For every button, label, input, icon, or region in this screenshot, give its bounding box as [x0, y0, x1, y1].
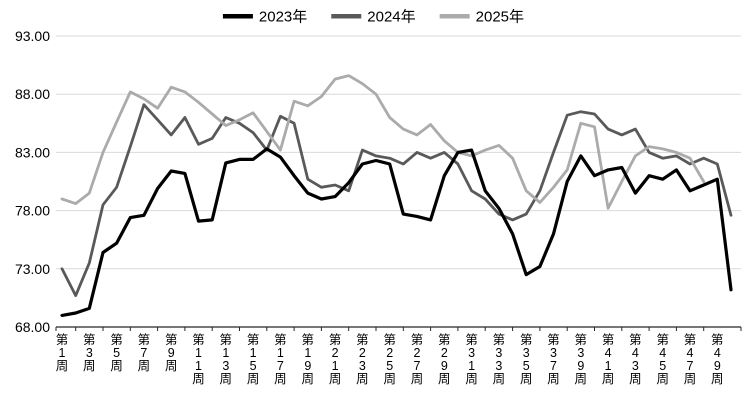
series-line-2023 — [60, 147, 733, 317]
legend-swatch — [331, 14, 362, 19]
legend-item-2024: 2024年 — [331, 9, 416, 26]
legend-label: 2025年 — [476, 9, 524, 26]
y-tick-label: 88.00 — [15, 86, 50, 102]
legend-label: 2023年 — [259, 9, 307, 26]
chart-legend: 2023年 2024年 2025年 — [222, 9, 524, 26]
y-tick-label: 73.00 — [15, 261, 50, 277]
y-tick-label: 93.00 — [15, 28, 50, 44]
y-tick-label: 68.00 — [15, 319, 50, 335]
legend-swatch — [222, 14, 253, 19]
legend-item-2025: 2025年 — [439, 9, 524, 26]
series-line-2025 — [60, 74, 706, 210]
series-line-2024 — [60, 103, 733, 297]
legend-item-2023: 2023年 — [222, 9, 307, 26]
y-tick-label: 78.00 — [15, 203, 50, 219]
y-tick-label: 83.00 — [15, 144, 50, 160]
legend-swatch — [439, 14, 470, 19]
legend-label: 2024年 — [367, 9, 415, 26]
